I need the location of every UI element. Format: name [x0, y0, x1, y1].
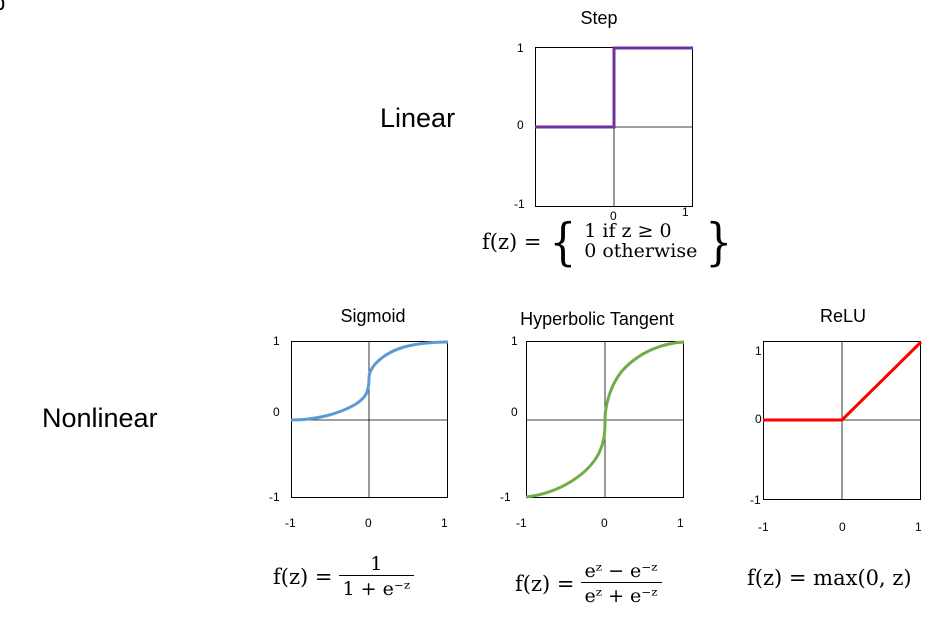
sigmoid-x-tick-neg1: -1 [285, 516, 296, 530]
step-formula-case-2: 0 otherwise [584, 240, 698, 262]
tanh-plot [525, 340, 685, 499]
step-formula-lhs: f(z) = [482, 230, 542, 254]
relu-line [763, 340, 923, 422]
step-x-tick-1: 1 [682, 205, 689, 219]
tanh-y-tick-1: 1 [511, 334, 518, 348]
sigmoid-x-tick-0: 0 [365, 516, 372, 530]
step-formula: f(z) = { 1 if z ≥ 0 0 otherwise } [482, 216, 732, 266]
tanh-curve [525, 340, 685, 499]
tanh-formula: f(z) = eᶻ − e⁻ᶻ eᶻ + e⁻ᶻ [515, 560, 662, 607]
relu-plot [763, 340, 923, 500]
step-plot [535, 46, 693, 207]
nonlinear-row-label: Nonlinear [42, 403, 158, 433]
relu-y-tick-1: 1 [755, 344, 762, 358]
step-title: Step [580, 8, 618, 28]
step-y-tick-1: 1 [517, 41, 524, 55]
tanh-title: Hyperbolic Tangent [520, 309, 674, 329]
step-y-tick-0: 0 [517, 118, 524, 132]
tanh-formula-fraction: eᶻ − e⁻ᶻ eᶻ + e⁻ᶻ [580, 560, 662, 607]
tanh-x-tick-neg1: -1 [516, 516, 527, 530]
sigmoid-formula-numerator: 1 [370, 553, 383, 575]
sigmoid-formula-fraction: 1 1 + e⁻ᶻ [338, 553, 415, 600]
step-function-line [535, 46, 693, 129]
step-formula-right-brace: } [705, 212, 733, 271]
step-formula-left-brace: { [549, 212, 577, 271]
tanh-x-tick-0: 0 [601, 516, 608, 530]
relu-x-tick-1: 1 [915, 520, 922, 534]
sigmoid-plot [290, 340, 449, 498]
step-formula-cases: 1 if z ≥ 0 0 otherwise [584, 220, 698, 262]
relu-formula: f(z) = max(0, z) [747, 566, 912, 590]
sigmoid-y-tick-1: 1 [273, 334, 280, 348]
relu-formula-text: f(z) = max(0, z) [747, 566, 912, 590]
sigmoid-formula: f(z) = 1 1 + e⁻ᶻ [273, 553, 415, 600]
tanh-y-tick-neg1: -1 [500, 490, 511, 504]
tanh-formula-lhs: f(z) = [515, 571, 575, 596]
sigmoid-y-tick-0: 0 [273, 405, 280, 419]
relu-y-tick-neg1: -1 [750, 493, 761, 507]
relu-x-tick-0: 0 [839, 520, 846, 534]
tanh-formula-denominator: eᶻ + e⁻ᶻ [580, 582, 662, 607]
step-formula-case-1: 1 if z ≥ 0 [584, 220, 672, 243]
figure-panel-letter: b [0, 0, 5, 16]
tanh-y-tick-0: 0 [511, 405, 518, 419]
linear-row-label: Linear [380, 103, 456, 133]
tanh-x-tick-1: 1 [677, 516, 684, 530]
sigmoid-formula-denominator: 1 + e⁻ᶻ [338, 575, 415, 600]
sigmoid-curve [290, 340, 449, 422]
tanh-formula-numerator: eᶻ − e⁻ᶻ [584, 560, 658, 582]
step-x-tick-0: 0 [610, 209, 617, 223]
sigmoid-formula-lhs: f(z) = [273, 564, 333, 589]
sigmoid-y-tick-neg1: -1 [269, 490, 280, 504]
relu-x-tick-neg1: -1 [758, 520, 769, 534]
relu-y-tick-0: 0 [755, 412, 762, 426]
relu-title: ReLU [819, 306, 867, 326]
sigmoid-x-tick-1: 1 [441, 516, 448, 530]
step-y-tick-neg1: -1 [514, 197, 525, 211]
sigmoid-title: Sigmoid [340, 306, 406, 326]
